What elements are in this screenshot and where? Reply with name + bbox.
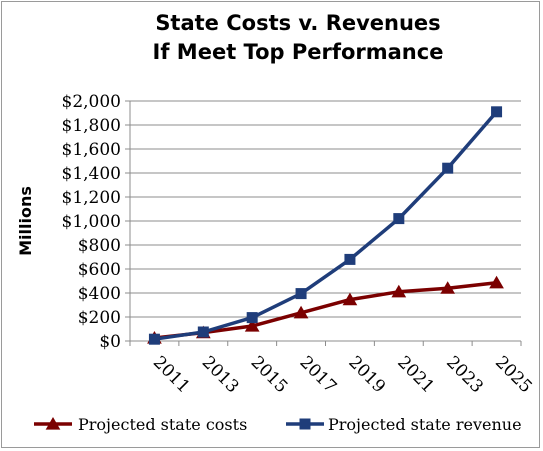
legend-marker-1 [299, 418, 311, 430]
series-1-point-2011 [148, 333, 160, 345]
series-0-point-2021 [391, 284, 407, 298]
x-tick-label-2013: 2013 [198, 352, 243, 397]
y-axis-label: Millions [16, 186, 35, 256]
series-1-point-2013 [197, 326, 209, 338]
y-tick-label-600: $600 [78, 260, 121, 280]
x-tick-label-2019: 2019 [344, 352, 389, 397]
y-tick-label-1600: $1,600 [62, 140, 121, 160]
x-tick-label-2021: 2021 [393, 352, 438, 397]
gridlines [130, 100, 521, 318]
y-tick-labels: $0 $200 $400 $600 $800 $1,000 $1,200 $1,400 $1,6… [62, 92, 121, 352]
x-tick-label-2025: 2025 [491, 352, 536, 397]
y-tick-label-800: $800 [78, 236, 121, 256]
series-1-point-2017 [295, 288, 307, 300]
x-tick-label-2023: 2023 [442, 352, 487, 397]
y-tick-label-1400: $1,400 [62, 164, 121, 184]
series-1-point-2025 [491, 106, 503, 118]
series-line-1 [154, 110, 498, 341]
y-tick-label-0: $0 [99, 332, 121, 352]
series-group [147, 106, 504, 345]
series-1-point-2021 [393, 213, 405, 225]
chart-title-line-2: If Meet Top Performance [153, 40, 444, 64]
chart-title-line-1: State Costs v. Revenues [155, 11, 440, 35]
legend-marker-0 [45, 417, 61, 430]
legend: Projected state costs Projected state rev… [34, 415, 522, 434]
x-tick-label-2011: 2011 [149, 352, 194, 397]
y-tick-label-2000: $2,000 [62, 92, 121, 112]
axes [125, 100, 522, 346]
x-tick-label-2015: 2015 [247, 352, 292, 397]
series-0-point-2015 [244, 319, 260, 332]
series-0-point-2025 [489, 275, 504, 289]
y-tick-label-200: $200 [78, 308, 121, 328]
legend-label-1: Projected state revenue [328, 415, 522, 434]
series-0-point-2023 [440, 281, 456, 294]
x-tick-label-2017: 2017 [296, 352, 341, 397]
y-tick-label-400: $400 [78, 284, 121, 304]
series-line-0 [154, 281, 497, 340]
y-tick-label-1000: $1,000 [62, 212, 121, 232]
series-0-point-2019 [342, 292, 358, 306]
series-1-point-2015 [246, 312, 258, 324]
series-1-point-2019 [344, 253, 356, 265]
series-1-point-2023 [442, 162, 454, 174]
y-tick-label-1800: $1,800 [62, 116, 121, 136]
x-tick-labels: 2011 2013 2015 2017 2019 2021 2023 2025 [149, 352, 536, 397]
legend-label-0: Projected state costs [78, 415, 247, 434]
y-tick-label-1200: $1,200 [62, 188, 121, 208]
series-0-point-2017 [293, 305, 309, 319]
